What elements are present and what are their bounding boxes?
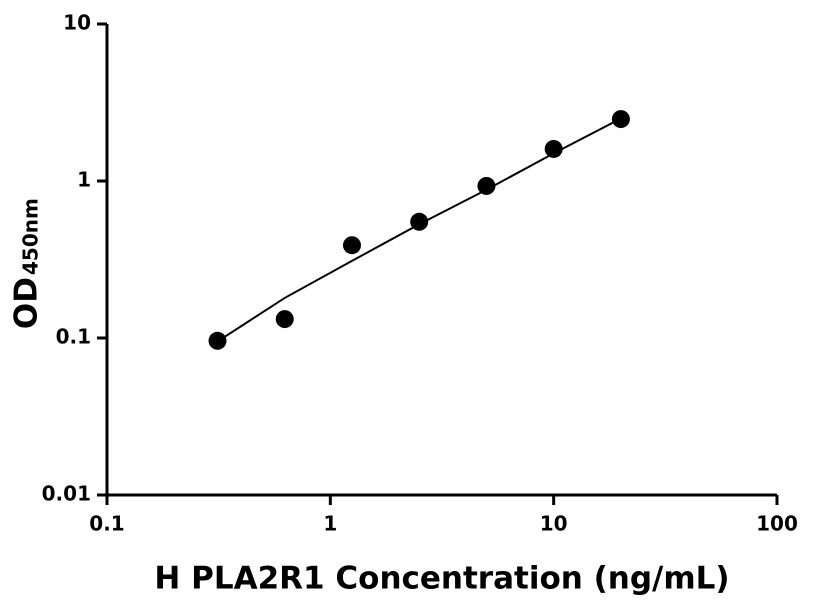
x-tick-label: 1	[323, 512, 337, 536]
x-tick-label: 10	[540, 512, 568, 536]
data-point	[477, 176, 496, 195]
data-point	[275, 310, 294, 329]
y-tick-label: 0.1	[56, 325, 91, 349]
y-axis-label: OD	[9, 277, 45, 329]
y-tick-label: 0.01	[42, 482, 91, 506]
y-axis-label-sub: 450nm	[19, 198, 43, 275]
data-point	[544, 139, 563, 158]
y-tick-label: 1	[77, 168, 91, 192]
data-point	[410, 212, 429, 231]
x-tick-label: 0.1	[89, 512, 124, 536]
data-point	[611, 110, 630, 129]
y-tick-label: 10	[63, 11, 91, 35]
x-tick-label: 100	[756, 512, 798, 536]
y-axis-label-group: OD 450nm	[9, 198, 45, 329]
x-axis-label: H PLA2R1 Concentration (ng/mL)	[154, 561, 729, 597]
data-point	[208, 331, 227, 350]
data-point	[342, 236, 361, 255]
